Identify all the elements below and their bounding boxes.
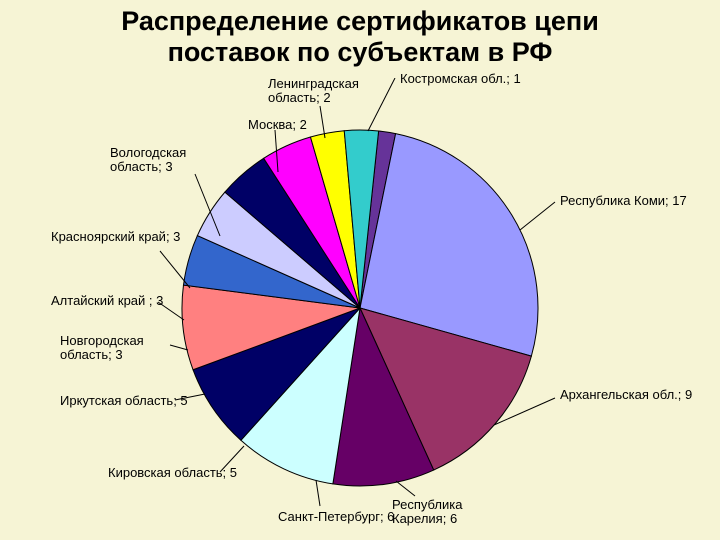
slice-label: Иркутская область; 5: [60, 394, 188, 408]
slice-label: Новгородская область; 3: [60, 334, 144, 363]
leader-line: [160, 251, 190, 288]
slice-label: Санкт-Петербург; 6: [278, 510, 394, 524]
chart-title: Распределение сертификатов цепи поставок…: [0, 0, 720, 68]
page: Распределение сертификатов цепи поставок…: [0, 0, 720, 540]
slice-label: Республика Коми; 17: [560, 194, 687, 208]
leader-line: [368, 78, 395, 131]
slice-label: Кировская область; 5: [108, 466, 237, 480]
pie-chart: Костромская обл.; 1Республика Коми; 17Ар…: [0, 78, 720, 538]
slice-label: Костромская обл.; 1: [400, 72, 521, 86]
slice-label: Алтайский край ; 3: [51, 294, 163, 308]
slice-label: Республика Карелия; 6: [392, 498, 462, 527]
leader-line: [396, 481, 415, 496]
leader-line: [316, 480, 320, 506]
slice-label: Вологодская область; 3: [110, 146, 186, 175]
slice-label: Архангельская обл.; 9: [560, 388, 692, 402]
slice-label: Красноярский край; 3: [51, 230, 180, 244]
leader-line: [170, 345, 188, 350]
slice-label: Ленинградская область; 2: [268, 77, 359, 106]
leader-line: [520, 202, 555, 230]
leader-line: [320, 106, 325, 138]
slice-label: Москва; 2: [248, 118, 307, 132]
